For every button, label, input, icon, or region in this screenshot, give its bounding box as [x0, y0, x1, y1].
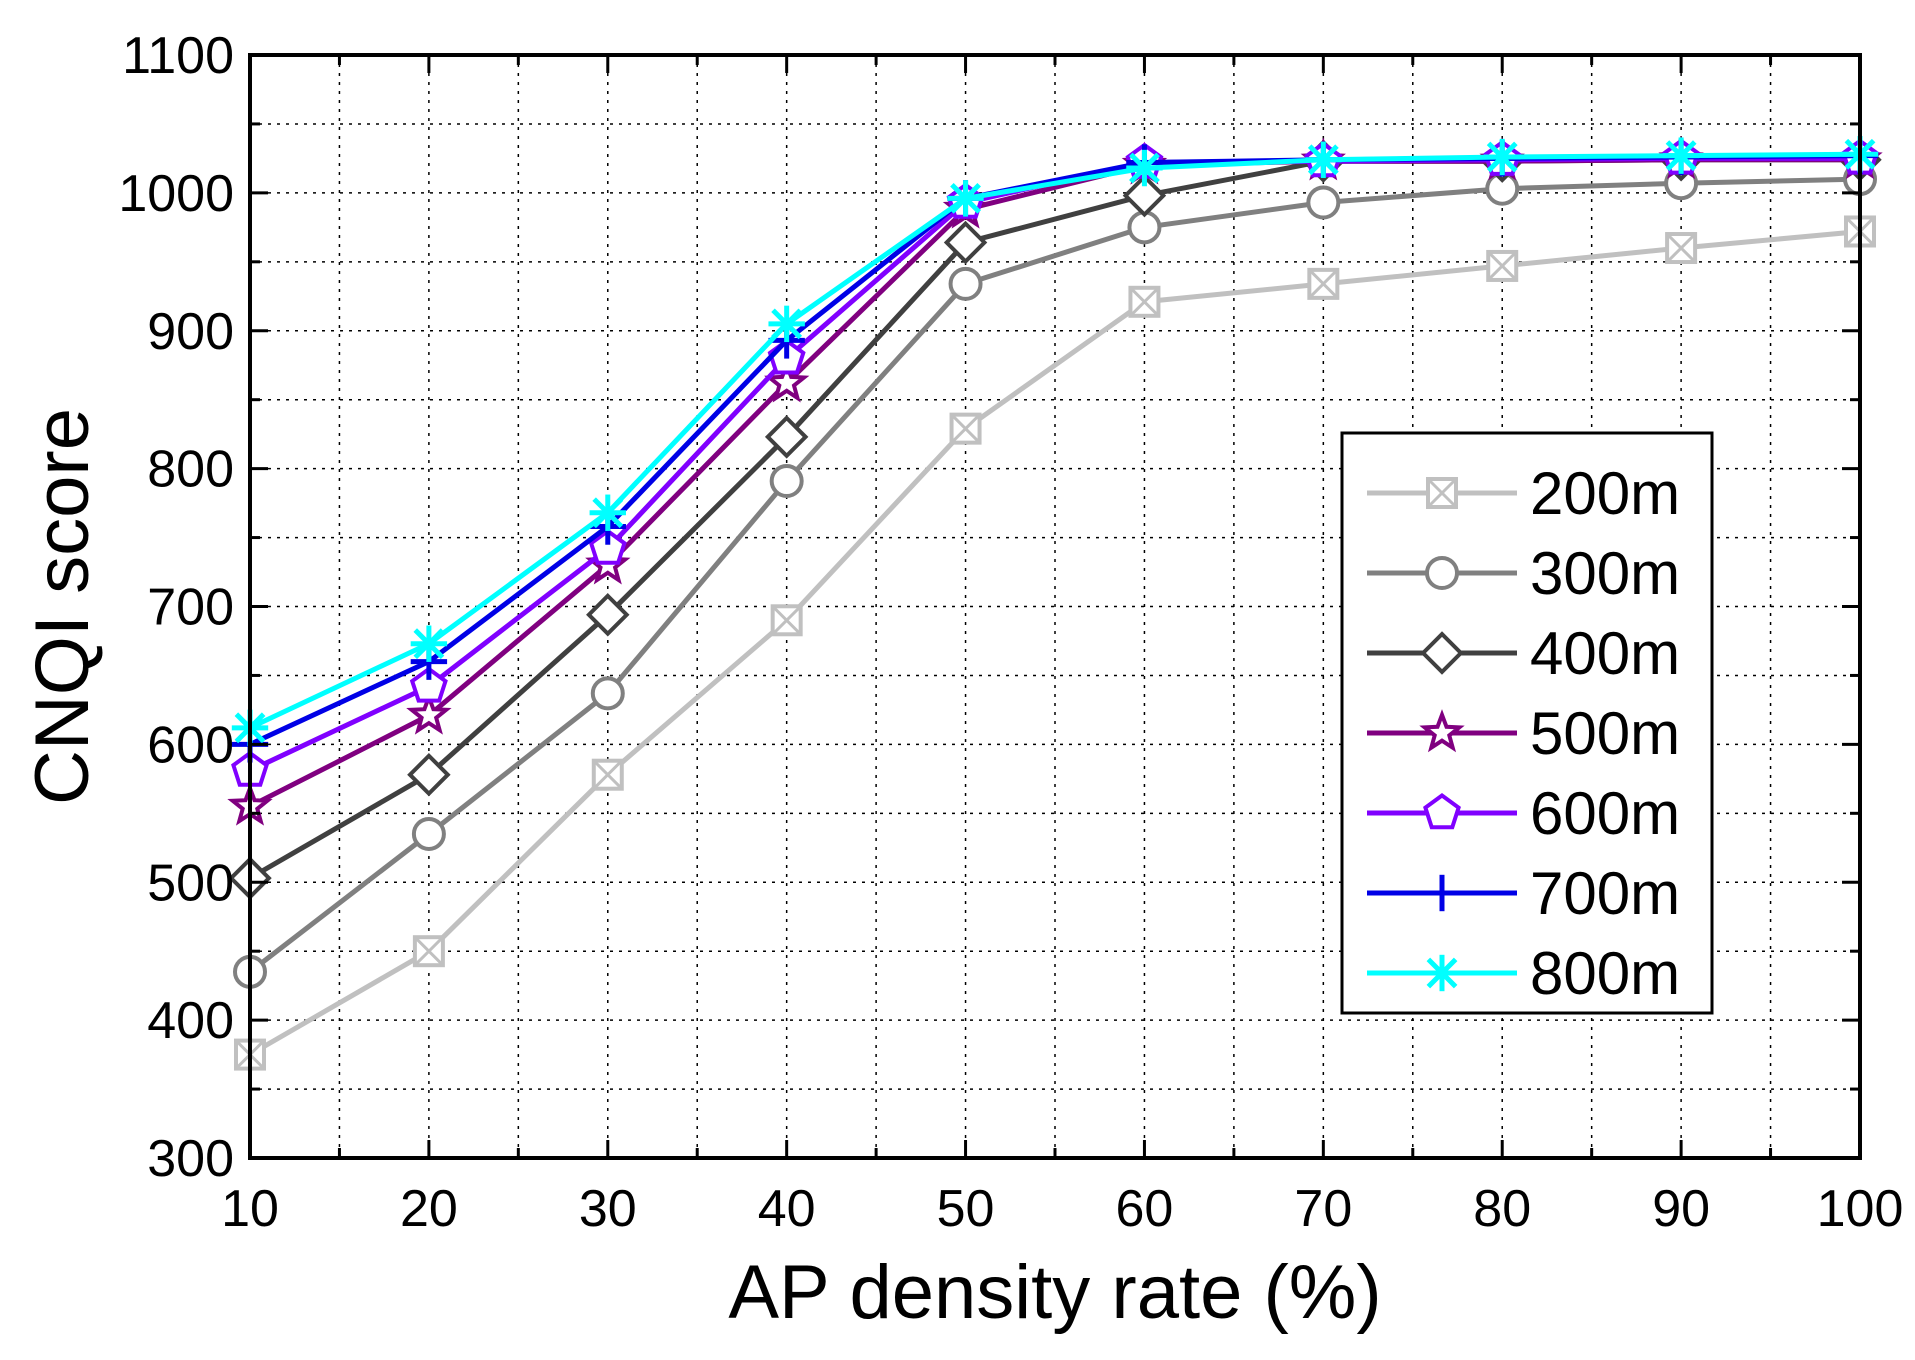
legend-label: 800m: [1530, 940, 1680, 1007]
data-point-800m-d2: [1665, 140, 1697, 172]
axis-ticks: 10 20 30 40 50 60 70 80 90 100 300 400 500 600 700 800 9…: [118, 27, 1903, 1238]
data-point-200m-cross: [592, 759, 623, 790]
data-point-200m-cross: [771, 605, 802, 636]
x-tick-label: 10: [221, 1180, 279, 1238]
legend-label: 400m: [1530, 620, 1680, 687]
data-point-800m-d2: [1129, 152, 1160, 184]
y-tick-label: 400: [147, 992, 234, 1050]
x-tick-label: 100: [1817, 1180, 1904, 1238]
legend-item-600m: 600m: [1367, 780, 1680, 847]
data-point-800m-d2: [1307, 144, 1339, 176]
y-tick-label: 600: [147, 716, 234, 774]
data-point-300m: [411, 816, 446, 851]
legend-label: 600m: [1530, 780, 1680, 847]
x-tick-label: 70: [1294, 1180, 1352, 1238]
legend: 200m 300m 400m 500m 600m 700m 800m: [1340, 431, 1714, 1015]
x-tick-label: 50: [937, 1180, 995, 1238]
legend-label: 300m: [1530, 540, 1680, 607]
data-point-800m-d2: [1486, 141, 1518, 173]
data-point-800m-d2: [592, 497, 624, 529]
series-line-200m: [248, 229, 1861, 1057]
legend-marker: [1419, 709, 1465, 753]
y-tick-label: 700: [147, 579, 234, 637]
data-point-600m: [588, 528, 627, 565]
y-tick-label: 800: [147, 441, 234, 499]
legend-marker-d2: [1426, 957, 1458, 989]
data-point-200m-cross: [1308, 268, 1339, 299]
x-tick-label: 40: [758, 1180, 816, 1238]
series-line-300m: [248, 176, 1861, 974]
legend-item-800m: 800m: [1367, 940, 1680, 1007]
x-tick-label: 60: [1116, 1180, 1174, 1238]
y-tick-label: 900: [147, 303, 234, 361]
y-axis-title: CNQI score: [20, 408, 105, 805]
legend-box: [1340, 431, 1714, 1015]
legend-item-200m: 200m: [1367, 460, 1680, 527]
y-tick-label: 500: [147, 854, 234, 912]
legend-marker: [1420, 631, 1464, 675]
legend-item-700m: 700m: [1367, 860, 1680, 927]
series-line-800m: [248, 151, 1861, 731]
data-point-300m: [1306, 185, 1341, 220]
data-point-500m: [406, 691, 452, 735]
data-point-800m-d2: [771, 308, 803, 340]
series-800m: [231, 136, 1879, 747]
data-point-400m: [407, 752, 451, 797]
data-point-200m-cross: [950, 413, 981, 444]
x-axis-title: AP density rate (%): [728, 1250, 1381, 1335]
data-point-200m-cross: [413, 936, 444, 967]
data-point-500m: [764, 359, 810, 403]
data-point-300m: [590, 676, 625, 711]
data-point-400m: [1122, 173, 1167, 218]
legend-item-400m: 400m: [1367, 620, 1680, 687]
data-point-200m-cross: [1487, 250, 1518, 282]
data-point-600m: [409, 666, 448, 703]
x-tick-label: 90: [1652, 1180, 1710, 1238]
legend-marker: [1423, 793, 1461, 830]
legend-label: 700m: [1530, 860, 1680, 927]
data-point-800m-d2: [950, 182, 981, 214]
data-point-400m: [586, 593, 630, 637]
y-tick-label: 300: [147, 1130, 234, 1188]
data-point-400m: [764, 415, 809, 459]
legend-item-500m: 500m: [1367, 700, 1680, 767]
data-point-400m: [943, 220, 988, 265]
data-point-800m-d2: [413, 628, 445, 660]
legend-item-300m: 300m: [1367, 540, 1680, 607]
data-point-300m: [948, 266, 983, 301]
x-tick-label: 30: [579, 1180, 637, 1238]
y-tick-label: 1000: [118, 165, 234, 223]
legend-label: 500m: [1530, 700, 1680, 767]
legend-label: 200m: [1530, 460, 1680, 527]
x-tick-label: 80: [1473, 1180, 1531, 1238]
legend-marker-cross: [1426, 477, 1458, 509]
legend-marker: [1425, 556, 1459, 590]
series-200m: [234, 215, 1876, 1071]
data-point-200m-cross: [1666, 232, 1697, 264]
x-tick-label: 20: [400, 1180, 458, 1238]
y-tick-label: 1100: [122, 27, 234, 85]
data-point-300m: [769, 464, 804, 499]
data-point-200m-cross: [1129, 286, 1160, 317]
